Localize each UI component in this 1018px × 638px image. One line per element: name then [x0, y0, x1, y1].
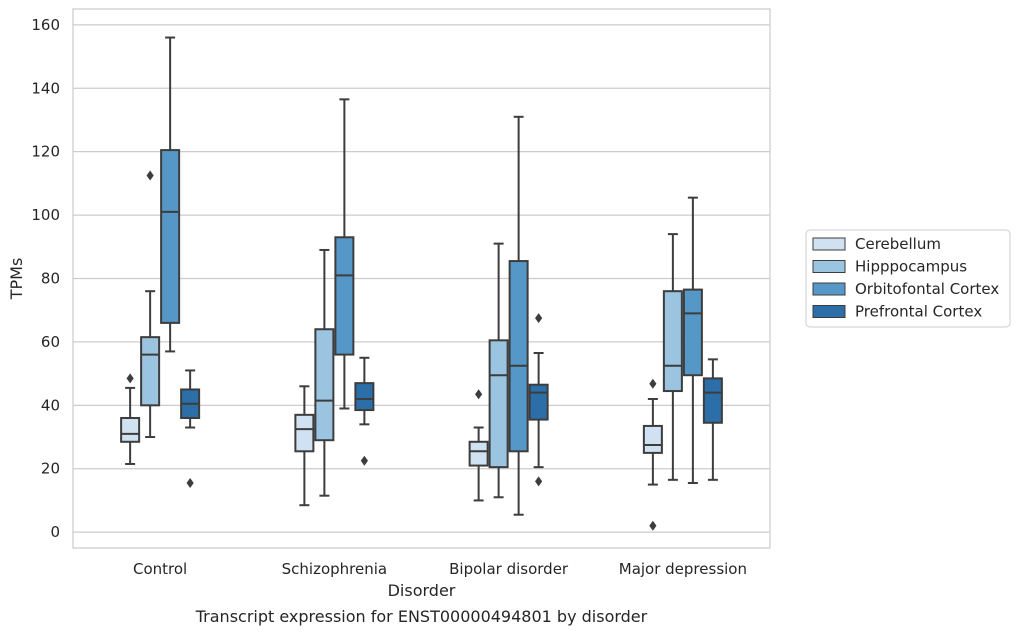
- outlier-point: [649, 378, 657, 389]
- box-prefrontal-cortex: [180, 369, 201, 489]
- plot-frame: [72, 8, 771, 549]
- x-tick-label: Major depression: [619, 560, 747, 578]
- legend-label: Cerebellum: [855, 235, 941, 253]
- box-body: [468, 440, 489, 467]
- box-hipppocampus: [662, 233, 683, 481]
- box-body: [702, 377, 723, 424]
- box-orbitofontal-cortex: [160, 36, 181, 353]
- outlier-point: [475, 389, 483, 400]
- box-prefrontal-cortex: [702, 358, 723, 481]
- legend-frame: [805, 229, 1011, 328]
- legend-swatch: [812, 260, 846, 273]
- outlier-point: [186, 478, 194, 489]
- box-body: [120, 417, 141, 443]
- outlier-point: [649, 520, 657, 531]
- box-orbitofontal-cortex: [508, 115, 529, 516]
- legend-item: Hipppocampus: [812, 258, 967, 276]
- legend-label: Prefrontal Cortex: [855, 303, 982, 321]
- outlier-point: [360, 455, 368, 466]
- box-prefrontal-cortex: [354, 356, 375, 466]
- legend-swatch: [812, 305, 846, 318]
- box-orbitofontal-cortex: [682, 196, 703, 485]
- outlier-point: [126, 373, 134, 384]
- y-tick-label: 100: [31, 206, 60, 224]
- y-axis-label: TPMs: [7, 258, 26, 301]
- box-body: [642, 424, 663, 454]
- box-prefrontal-cortex: [528, 313, 549, 487]
- box-body: [662, 290, 683, 393]
- legend-swatch: [812, 282, 846, 296]
- box-body: [488, 339, 509, 469]
- box-hipppocampus: [488, 242, 509, 499]
- y-tick-label: 160: [31, 16, 60, 34]
- box-cerebellum: [120, 373, 141, 465]
- box-body: [140, 336, 161, 407]
- legend-item: Cerebellum: [812, 235, 941, 253]
- box-body: [528, 383, 549, 421]
- box-body: [508, 260, 529, 453]
- box-orbitofontal-cortex: [334, 98, 355, 410]
- box-body: [334, 236, 355, 356]
- x-tick-label: Bipolar disorder: [449, 560, 569, 578]
- legend: Cerebellum Hipppocampus Orbitofontal Corte…: [805, 229, 1011, 328]
- axes: 0 20 40 60 80 100 120 140 160 Control Schizophreni…: [7, 16, 747, 626]
- outlier-point: [146, 170, 154, 181]
- legend-label: Hipppocampus: [855, 258, 967, 276]
- y-tick-label: 120: [31, 143, 60, 161]
- box-body: [682, 288, 703, 377]
- y-tick-label: 40: [41, 396, 60, 414]
- y-tick-label: 60: [41, 333, 60, 351]
- outlier-point: [535, 313, 543, 324]
- box-cerebellum: [468, 389, 489, 502]
- y-tick-label: 80: [41, 270, 60, 288]
- legend-swatch: [812, 237, 846, 251]
- box-body: [314, 328, 335, 442]
- box-body: [160, 149, 181, 324]
- legend-item: Prefrontal Cortex: [812, 303, 982, 321]
- box-body: [354, 382, 375, 412]
- box-hipppocampus: [314, 248, 335, 497]
- legend-label: Orbitofontal Cortex: [855, 280, 999, 298]
- x-tick-label: Schizophrenia: [282, 560, 387, 578]
- box-hipppocampus: [140, 170, 161, 439]
- box-series: [120, 36, 723, 531]
- box-cerebellum: [642, 378, 663, 531]
- y-tick-label: 140: [31, 79, 60, 97]
- x-axis-label: Disorder: [388, 581, 456, 600]
- outlier-point: [535, 476, 543, 487]
- y-tick-label: 0: [50, 523, 60, 541]
- chart-caption: Transcript expression for ENST0000049480…: [195, 607, 648, 626]
- y-tick-label: 20: [41, 460, 60, 478]
- box-cerebellum: [294, 385, 315, 507]
- x-tick-label: Control: [133, 560, 187, 578]
- legend-item: Orbitofontal Cortex: [812, 280, 999, 298]
- box-body: [294, 413, 315, 453]
